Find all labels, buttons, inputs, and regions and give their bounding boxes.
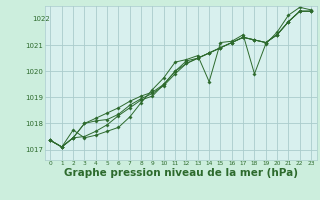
Text: 1022: 1022 xyxy=(32,16,50,22)
X-axis label: Graphe pression niveau de la mer (hPa): Graphe pression niveau de la mer (hPa) xyxy=(64,168,298,178)
